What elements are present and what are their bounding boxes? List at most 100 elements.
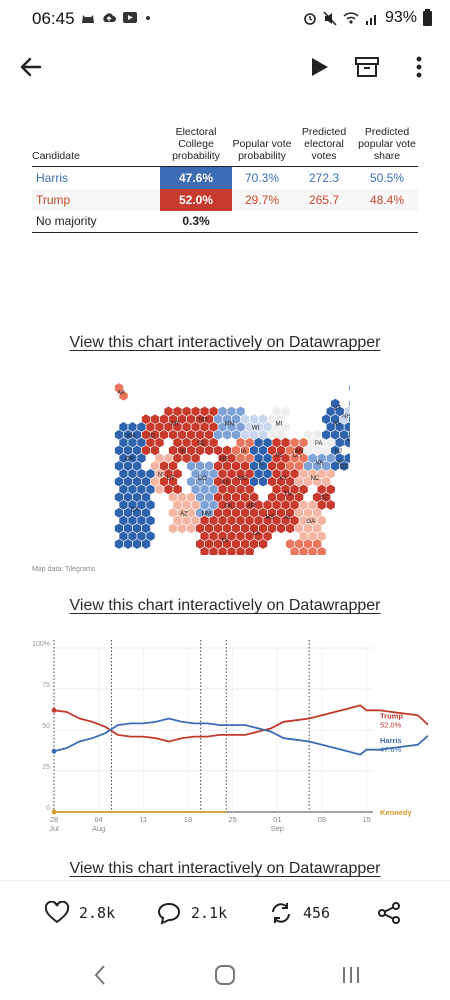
series-start-point	[51, 748, 57, 754]
series-line-trump	[53, 704, 428, 743]
hex-tile-az	[168, 522, 178, 534]
state-label: MO	[238, 476, 248, 482]
hex-tile-la	[240, 538, 250, 550]
ec-probability: 0.3%	[182, 214, 210, 229]
state-label: AK	[117, 390, 125, 396]
datawrapper-link-chart[interactable]: View this chart interactively on Datawra…	[69, 860, 381, 877]
hex-tile-il	[258, 476, 268, 488]
hex-tile-fl	[297, 554, 301, 555]
state-label: NE	[220, 457, 228, 463]
hex-tile-co	[199, 483, 210, 495]
state-label: ND	[199, 418, 208, 424]
candidate-name: Trump	[36, 192, 71, 207]
x-tick-label: 08	[318, 815, 326, 824]
predicted-ev: 272.3	[308, 170, 340, 185]
state-label: OR	[125, 457, 135, 463]
hex-tile-de	[339, 460, 349, 472]
y-tick-label: 0	[46, 805, 50, 812]
play-button[interactable]	[302, 50, 336, 84]
y-tick-label: 100%	[32, 641, 50, 648]
state-label: IL	[258, 461, 264, 467]
x-tick-label: 01	[273, 815, 281, 824]
status-bar: 06:45 93%	[0, 0, 450, 36]
datawrapper-link-table[interactable]: View this chart interactively on Datawra…	[69, 334, 381, 351]
more-options-button[interactable]	[404, 50, 434, 84]
nav-recents-icon[interactable]	[340, 964, 362, 986]
state-label: AL	[284, 515, 292, 521]
archive-button[interactable]	[350, 50, 384, 84]
hex-tile-me	[348, 384, 350, 392]
repost-count: 456	[303, 904, 331, 922]
state-label: ID	[149, 433, 156, 439]
predicted-share: 48.4%	[369, 192, 405, 207]
cat-notification-icon	[82, 15, 94, 23]
hex-tile-id	[141, 444, 151, 456]
comment-icon	[157, 902, 181, 925]
header-popular-probability: Popular vote probability	[232, 138, 292, 162]
state-label: DE	[340, 465, 348, 471]
hex-tile-sc	[325, 499, 336, 511]
hex-tile-ca	[132, 538, 142, 550]
candidate-name: No majority	[36, 214, 97, 229]
share-icon	[378, 902, 400, 924]
state-label: UT	[167, 476, 175, 482]
state-label: CO	[198, 476, 207, 482]
share-button[interactable]	[376, 901, 402, 925]
forecast-table: Candidate Electoral College probability …	[32, 126, 418, 233]
series-start-point	[51, 809, 57, 815]
state-label: CT	[347, 437, 350, 443]
series-start-point	[51, 707, 57, 713]
hex-tile-sd	[186, 444, 196, 456]
battery-icon	[423, 8, 432, 26]
nav-back-icon[interactable]	[92, 964, 108, 986]
hex-tile-az	[186, 522, 196, 534]
table-row-trump: Trump 52.0% 29.7% 265.7 48.4%	[32, 188, 418, 211]
hex-tile-sd	[204, 444, 214, 456]
x-tick-label: 11	[139, 815, 147, 824]
comment-button[interactable]: 2.1k	[156, 901, 227, 925]
state-label: NJ	[335, 449, 342, 455]
state-label: OK	[224, 504, 233, 510]
header-predicted-share: Predicted popular vote share	[358, 126, 416, 162]
header-predicted-ev: Predicted electoral votes	[301, 126, 347, 162]
state-label: OH	[292, 453, 301, 459]
mute-icon	[323, 10, 337, 26]
hex-tile-az	[177, 522, 187, 534]
hex-tile-il	[249, 476, 259, 488]
hex-tile-fl	[288, 554, 292, 555]
state-label: KS	[222, 480, 230, 486]
more-dot-icon	[146, 16, 150, 20]
action-bar: 2.8k 2.1k 456	[0, 880, 450, 950]
state-label: WA	[126, 433, 135, 439]
x-tick-month: Jul	[49, 824, 59, 833]
datawrapper-link-map[interactable]: View this chart interactively on Datawra…	[69, 597, 381, 614]
state-label: VT	[334, 406, 342, 412]
y-tick-label: 50	[42, 723, 50, 730]
state-label: TN	[284, 492, 292, 498]
state-label: WY	[180, 449, 190, 455]
cloud-upload-icon	[103, 13, 116, 22]
trump-series-label: Trump	[380, 712, 403, 721]
heart-icon	[44, 901, 70, 924]
repost-button[interactable]: 456	[268, 901, 330, 925]
nav-home-icon[interactable]	[214, 964, 236, 986]
hex-tile-ms	[258, 522, 268, 534]
series-line-harris	[53, 717, 428, 756]
hex-tile-fl	[306, 554, 310, 555]
state-label: SD	[197, 441, 206, 447]
state-label: CA	[131, 507, 139, 513]
state-label: AZ	[180, 511, 188, 517]
notification-icons	[80, 10, 159, 25]
app-bar	[0, 44, 450, 90]
x-tick-label: 04	[94, 815, 102, 824]
hex-tile-ma	[348, 415, 350, 423]
like-button[interactable]: 2.8k	[44, 901, 115, 925]
hex-tile-va	[303, 460, 313, 472]
state-label: NV	[158, 472, 166, 478]
predicted-share: 50.5%	[369, 170, 405, 185]
hex-tile-ca	[114, 538, 124, 550]
back-button[interactable]	[14, 50, 48, 84]
play-icon	[312, 58, 328, 76]
hex-tile-al	[285, 522, 295, 534]
system-nav-bar	[0, 952, 450, 1000]
